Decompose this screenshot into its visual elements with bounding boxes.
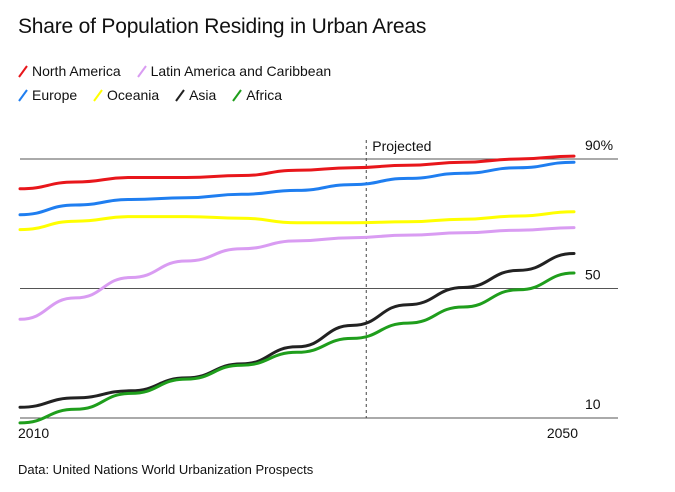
series-line-latin-america-and-caribbean (18, 226, 576, 321)
projected-label: Projected (372, 138, 431, 154)
series-line-oceania (18, 210, 576, 232)
y-tick-label-90: 90% (585, 137, 613, 153)
legend-label-europe: Europe (32, 87, 78, 104)
projection-annotation: Projected (365, 138, 431, 418)
legend-swatch-oceania (93, 89, 103, 102)
series-lines (18, 154, 576, 425)
legend-item-europe: Europe (18, 87, 77, 103)
chart-title: Share of Population Residing in Urban Ar… (18, 15, 427, 38)
legend-swatch-africa (232, 89, 243, 102)
legend-label-africa: Africa (246, 87, 283, 104)
legend-item-africa: Africa (232, 87, 282, 103)
series-line-europe (18, 160, 576, 217)
source-note: Data: United Nations World Urbanization … (18, 462, 314, 477)
y-tick-label-50: 50 (585, 267, 601, 283)
legend-label-oceania: Oceania (107, 87, 160, 104)
legend-label-north-america: North America (32, 63, 121, 80)
legend-row-2: Europe Oceania Asia Africa (18, 86, 638, 110)
legend: North America Latin America and Caribbea… (18, 62, 638, 110)
tick-labels: 90% 50 10 2010 2050 (18, 137, 613, 441)
series-line-asia (18, 252, 576, 409)
legend-swatch-europe (18, 89, 28, 102)
x-tick-label-start: 2010 (18, 425, 49, 441)
y-tick-label-10: 10 (585, 396, 601, 412)
legend-row-1: North America Latin America and Caribbea… (18, 62, 638, 86)
legend-swatch-latin-america (136, 65, 147, 78)
legend-swatch-north-america (18, 65, 28, 78)
legend-label-latin-america: Latin America and Caribbean (150, 63, 332, 80)
legend-item-north-america: North America (18, 63, 121, 79)
legend-item-asia: Asia (175, 87, 216, 103)
series-line-africa (18, 271, 576, 425)
legend-item-oceania: Oceania (93, 87, 159, 103)
legend-item-latin-america: Latin America and Caribbean (136, 63, 332, 80)
x-tick-label-end: 2050 (547, 425, 578, 441)
series-line-north-america (18, 154, 576, 191)
legend-swatch-asia (175, 89, 185, 102)
legend-label-asia: Asia (189, 87, 217, 104)
